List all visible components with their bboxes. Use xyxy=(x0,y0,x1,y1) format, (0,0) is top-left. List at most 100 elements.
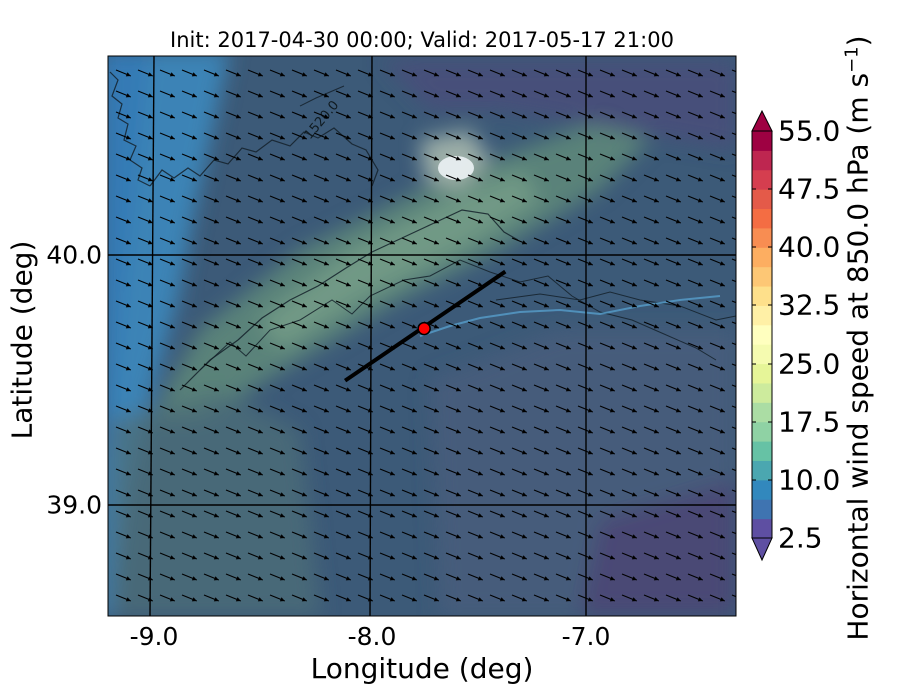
wind-arrow-head xyxy=(587,198,593,203)
wind-arrow-head xyxy=(587,345,593,350)
wind-arrow-head xyxy=(565,387,571,392)
wind-arrow-head xyxy=(697,513,703,518)
wind-arrow-head xyxy=(433,156,439,161)
wind-arrow-head xyxy=(719,387,725,392)
wind-arrow-head xyxy=(433,429,439,434)
wind-arrow-head xyxy=(389,198,395,203)
wind-arrow-head xyxy=(345,261,351,266)
wind-arrow-head xyxy=(345,534,351,539)
wind-arrow-head xyxy=(279,534,285,539)
wind-arrow-head xyxy=(125,135,131,140)
river-line xyxy=(419,295,721,337)
wind-arrow-head xyxy=(631,282,637,287)
wind-arrow-head xyxy=(675,366,681,371)
wind-arrow-head xyxy=(345,450,351,455)
wind-arrow-head xyxy=(301,408,307,413)
wind-arrow-head xyxy=(587,429,593,434)
wind-arrow-head xyxy=(609,93,615,98)
wind-arrow-head xyxy=(675,555,681,560)
wind-arrow-head xyxy=(565,198,571,203)
wind-arrow-head xyxy=(433,555,439,560)
wind-arrow-head xyxy=(587,576,593,581)
wind-arrow-head xyxy=(477,303,483,308)
wind-arrow-head xyxy=(742,429,747,433)
wind-arrow-head xyxy=(499,72,505,77)
wind-arrow-head xyxy=(609,597,615,602)
wind-arrow-head xyxy=(653,324,659,329)
wind-arrow-head xyxy=(125,219,131,224)
wind-arrow-head xyxy=(543,282,549,287)
wind-arrow-head xyxy=(653,471,659,476)
x-tick-label: -9.0 xyxy=(129,622,179,651)
wind-arrow-head xyxy=(257,282,263,287)
wind-arrow-head xyxy=(631,114,637,119)
wind-arrow-head xyxy=(565,93,571,98)
wind-arrow-head xyxy=(213,240,219,245)
wind-arrow-head xyxy=(125,471,131,476)
wind-arrow-head xyxy=(609,156,615,161)
wind-arrow-head xyxy=(257,219,263,224)
wind-arrow-head xyxy=(455,429,461,434)
wind-arrow-head xyxy=(213,597,219,602)
colorbar-segment xyxy=(752,382,772,403)
wind-arrow-head xyxy=(279,366,285,371)
wind-arrow-head xyxy=(697,114,703,119)
wind-arrow-head xyxy=(323,282,329,287)
colorbar-segment xyxy=(752,286,772,306)
wind-arrow-head xyxy=(433,471,439,476)
wind-arrow-head xyxy=(565,324,571,329)
wind-arrow-head xyxy=(411,408,417,413)
wind-arrow-head xyxy=(697,555,703,560)
wind-arrow-head xyxy=(345,93,351,98)
wind-arrow-head xyxy=(697,156,703,161)
location-marker xyxy=(417,321,431,336)
wind-arrow-head xyxy=(411,387,417,392)
wind-arrow-head xyxy=(719,198,725,203)
wind-arrow-head xyxy=(191,135,197,140)
wind-arrow xyxy=(731,132,736,136)
wind-arrow-head xyxy=(499,198,505,203)
wind-arrow xyxy=(731,342,736,346)
wind-arrow-head xyxy=(653,366,659,371)
wind-arrow-head xyxy=(455,492,461,497)
wind-arrow-head xyxy=(191,261,197,266)
colorbar-segment xyxy=(752,441,772,461)
wind-arrow-head xyxy=(125,408,131,413)
wind-arrow-head xyxy=(499,282,505,287)
wind-arrow-head xyxy=(147,93,153,98)
wind-arrow-head xyxy=(543,534,549,539)
wind-arrow-head xyxy=(609,450,615,455)
wind-arrow-head xyxy=(587,177,593,182)
wind-arrow-head xyxy=(675,408,681,413)
wind-arrow-head xyxy=(323,93,329,98)
wind-arrow-head xyxy=(433,513,439,518)
high-terrain-highlight xyxy=(438,156,474,180)
wind-arrow-head xyxy=(543,261,549,266)
wind-arrow-head xyxy=(191,513,197,518)
wind-arrow-head xyxy=(169,93,175,98)
wind-arrow-head xyxy=(719,156,725,161)
wind-arrow xyxy=(731,489,736,493)
wind-arrow-head xyxy=(345,408,351,413)
wind-arrow-head xyxy=(631,156,637,161)
wind-arrow-head xyxy=(565,345,571,350)
wind-arrow-head xyxy=(147,156,153,161)
wind-arrow-head xyxy=(587,93,593,98)
wind-arrow-head xyxy=(631,555,637,560)
wind-arrow-head xyxy=(411,72,417,77)
wind-arrow-head xyxy=(433,576,439,581)
wind-arrow-head xyxy=(609,366,615,371)
wind-arrow-head xyxy=(191,597,197,602)
colorbar-segment xyxy=(752,460,772,481)
wind-arrow-head xyxy=(742,177,747,181)
wind-arrow-head xyxy=(389,177,395,182)
wind-arrow-head xyxy=(389,555,395,560)
wind-arrow-head xyxy=(499,219,505,224)
wind-arrow-head xyxy=(213,303,219,308)
colorbar-segment xyxy=(752,305,772,326)
y-tick-label: 40.0 xyxy=(46,240,102,270)
wind-arrow-head xyxy=(301,366,307,371)
wind-arrow-head xyxy=(543,555,549,560)
wind-arrow-head xyxy=(477,93,483,98)
wind-arrow-head xyxy=(455,135,461,140)
